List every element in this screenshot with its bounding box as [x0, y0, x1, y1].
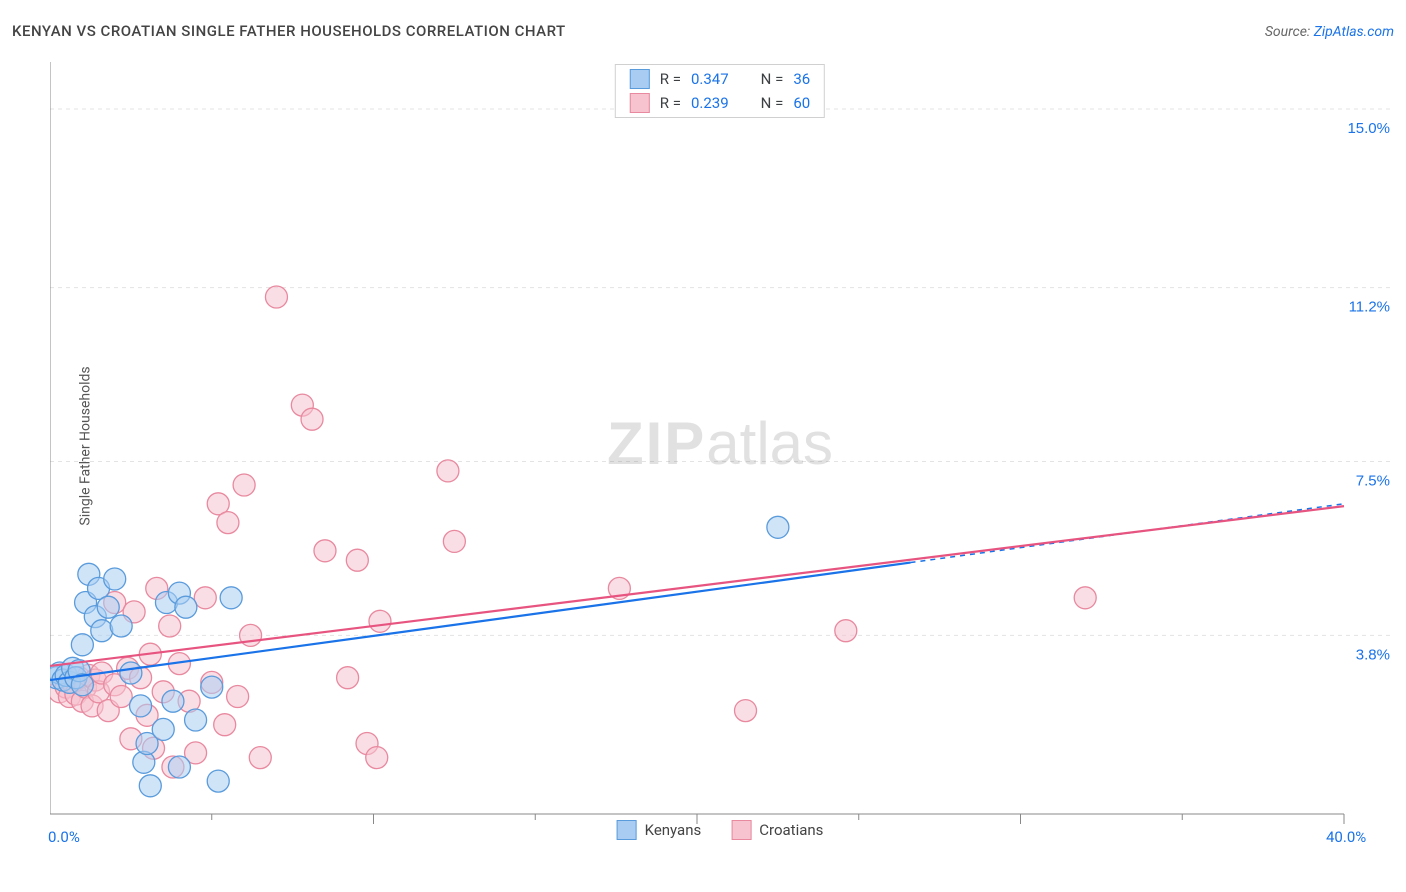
stat-r-label: R =	[660, 70, 681, 88]
series-swatch	[630, 69, 650, 89]
data-point	[97, 596, 119, 618]
data-point	[217, 512, 239, 534]
stats-row: R = 0.347 N = 36	[616, 67, 824, 91]
stat-n-label: N =	[761, 70, 784, 88]
data-point	[91, 620, 113, 642]
stats-legend: R = 0.347 N = 36 R = 0.239 N = 60	[615, 64, 825, 118]
legend-label: Croatians	[759, 821, 823, 839]
y-tick-label: 11.2%	[1349, 299, 1390, 316]
chart-container: KENYAN VS CROATIAN SINGLE FATHER HOUSEHO…	[0, 0, 1406, 892]
plot-area: 3.8%7.5%11.2%15.0% ZIPatlas R =0.347N =3…	[50, 62, 1390, 832]
data-point	[301, 408, 323, 430]
legend-label: Kenyans	[645, 821, 702, 839]
stat-r-label: R =	[660, 94, 681, 112]
data-point	[175, 596, 197, 618]
data-point	[337, 667, 359, 689]
data-point	[249, 747, 271, 769]
regression-line	[50, 506, 1344, 666]
data-point	[346, 549, 368, 571]
source-label: Source:	[1265, 24, 1310, 40]
x-axis-end-label: 40.0%	[1326, 828, 1366, 846]
stat-n-label: N =	[761, 94, 784, 112]
data-point	[220, 587, 242, 609]
data-point	[130, 695, 152, 717]
data-point	[369, 610, 391, 632]
data-point	[152, 718, 174, 740]
data-point	[71, 634, 93, 656]
data-point	[227, 686, 249, 708]
stat-n-value: 36	[793, 70, 810, 88]
source: Source: ZipAtlas.com	[1265, 24, 1394, 40]
data-point	[104, 568, 126, 590]
data-point	[437, 460, 459, 482]
data-point	[162, 690, 184, 712]
legend-item: Kenyans	[617, 820, 702, 840]
data-point	[835, 620, 857, 642]
data-point	[767, 516, 789, 538]
data-point	[194, 587, 216, 609]
stats-row: R = 0.239 N = 60	[616, 91, 824, 115]
data-point	[110, 615, 132, 637]
source-link[interactable]: ZipAtlas.com	[1314, 24, 1394, 40]
chart-title: KENYAN VS CROATIAN SINGLE FATHER HOUSEHO…	[12, 22, 566, 40]
series-legend: Kenyans Croatians	[617, 820, 824, 840]
data-point	[366, 747, 388, 769]
stat-n-value: 60	[793, 94, 810, 112]
legend-item: Croatians	[731, 820, 823, 840]
data-point	[120, 662, 142, 684]
series-swatch	[630, 93, 650, 113]
stat-r-value: 0.347	[691, 70, 729, 88]
data-point	[233, 474, 255, 496]
data-point	[314, 540, 336, 562]
scatter-plot: 3.8% 7.5% 11.2% 15.0%	[50, 62, 1390, 832]
y-tick-label: 7.5%	[1356, 473, 1390, 490]
data-point	[139, 775, 161, 797]
data-point	[110, 686, 132, 708]
data-point	[185, 709, 207, 731]
data-point	[201, 676, 223, 698]
data-point	[168, 756, 190, 778]
data-point	[1074, 587, 1096, 609]
stat-r-value: 0.239	[691, 94, 729, 112]
y-tick-label: 3.8%	[1356, 646, 1390, 663]
x-axis-start-label: 0.0%	[48, 828, 80, 846]
data-point	[159, 615, 181, 637]
data-point	[265, 286, 287, 308]
data-point	[735, 700, 757, 722]
data-point	[443, 530, 465, 552]
series-swatch	[731, 820, 751, 840]
data-point	[214, 714, 236, 736]
series-swatch	[617, 820, 637, 840]
y-tick-label: 15.0%	[1347, 120, 1390, 137]
data-point	[207, 770, 229, 792]
header: KENYAN VS CROATIAN SINGLE FATHER HOUSEHO…	[12, 22, 1394, 40]
